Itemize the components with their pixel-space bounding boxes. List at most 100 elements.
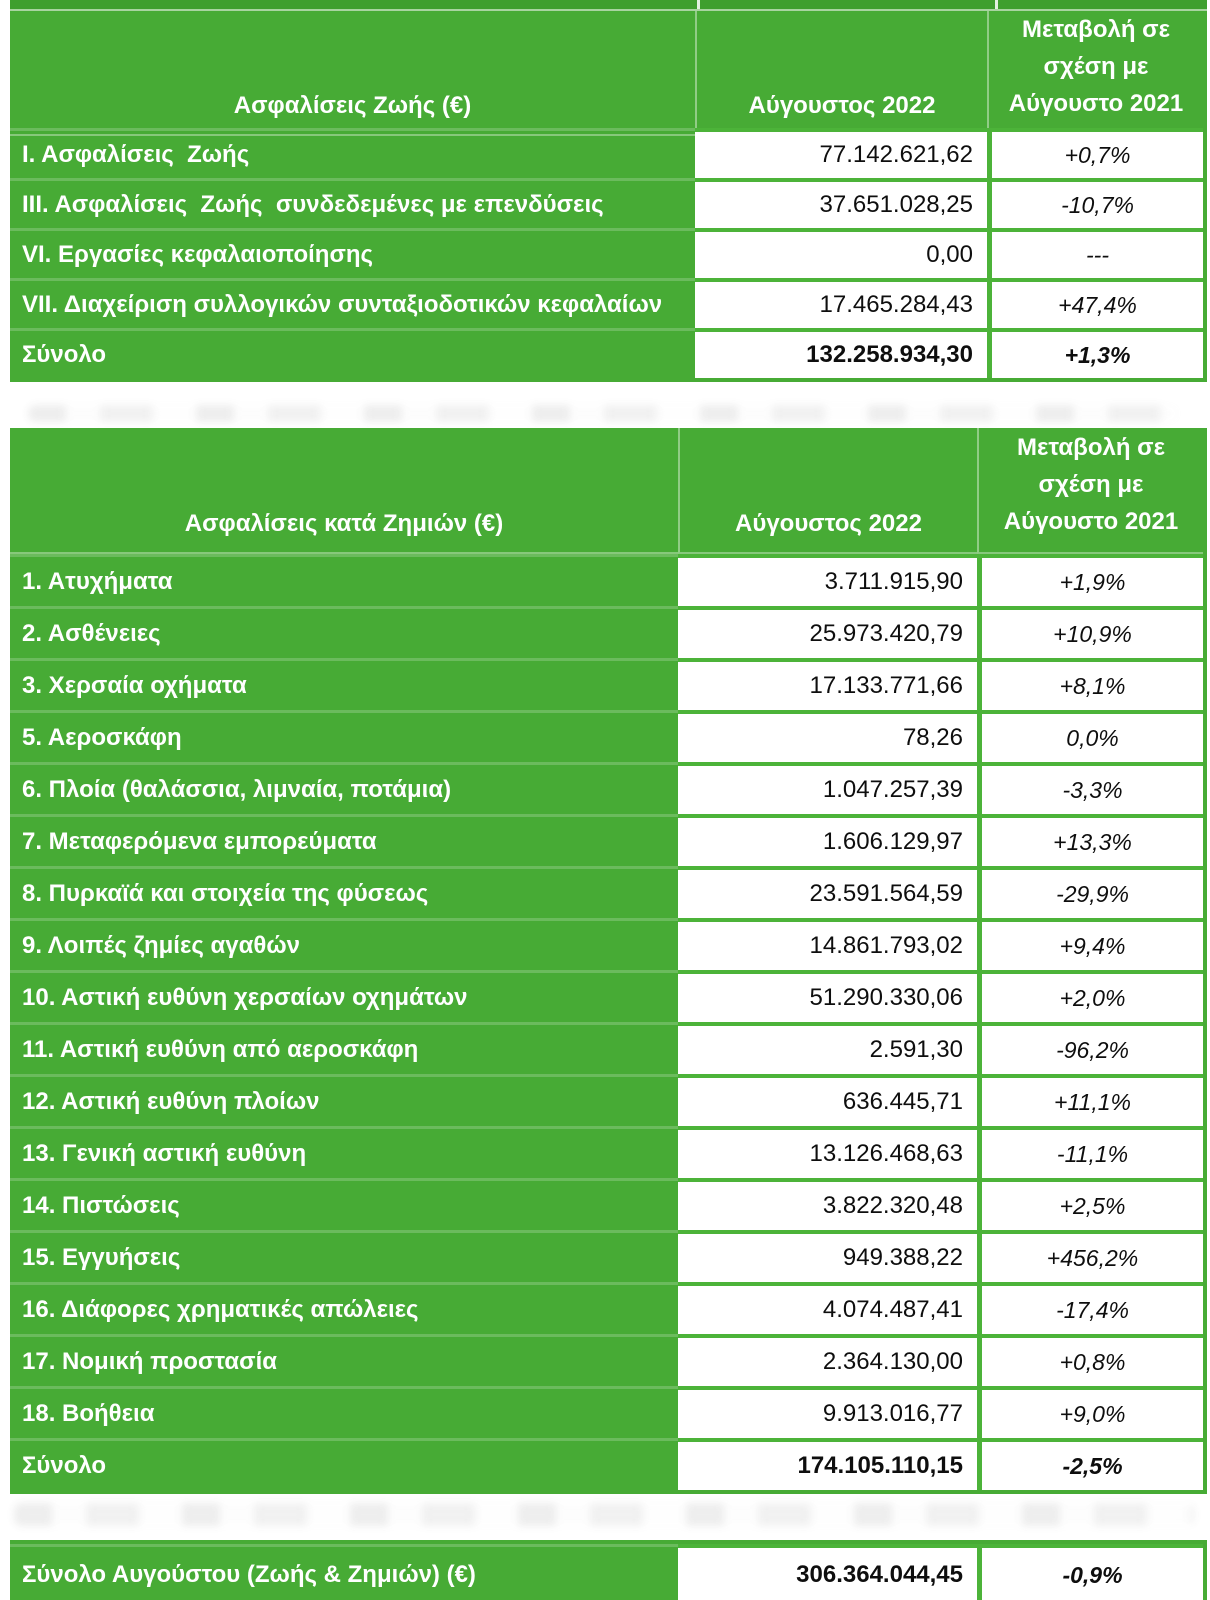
row-label: 8. Πυρκαϊά και στοιχεία της φύσεως	[10, 866, 678, 918]
row-label: 6. Πλοία (θαλάσσια, λιμναία, ποτάμια)	[10, 762, 678, 814]
row-label: 13. Γενική αστική ευθύνη	[10, 1126, 678, 1178]
cropped-row-remnant	[10, 0, 1207, 11]
row-label: 1. Ατυχήματα	[10, 554, 678, 606]
table-row: 16. Διάφορες χρηματικές απώλειες 4.074.4…	[10, 1282, 1203, 1334]
row-change: 0,0%	[977, 710, 1203, 762]
row-label: Ι. Ασφαλίσεις Ζωής	[10, 128, 695, 178]
table-row: 13. Γενική αστική ευθύνη 13.126.468,63 -…	[10, 1126, 1203, 1178]
row-value: 3.711.915,90	[678, 554, 977, 606]
row-label: Σύνολο	[10, 328, 695, 378]
row-value: 0,00	[695, 228, 987, 278]
table-row: 15. Εγγυήσεις 949.388,22 +456,2%	[10, 1230, 1203, 1282]
row-label: 12. Αστική ευθύνη πλοίων	[10, 1074, 678, 1126]
table-row: ΙΙΙ. Ασφαλίσεις Ζωής συνδεδεμένες με επε…	[10, 178, 1203, 228]
row-value: 78,26	[678, 710, 977, 762]
table-row: 1. Ατυχήματα 3.711.915,90 +1,9%	[10, 554, 1203, 606]
table-row: 17. Νομική προστασία 2.364.130,00 +0,8%	[10, 1334, 1203, 1386]
row-change: +1,9%	[977, 554, 1203, 606]
table-row: 10. Αστική ευθύνη χερσαίων οχημάτων 51.2…	[10, 970, 1203, 1022]
row-value: 174.105.110,15	[678, 1438, 977, 1490]
table-row: 12. Αστική ευθύνη πλοίων 636.445,71 +11,…	[10, 1074, 1203, 1126]
table-row: VΙ. Εργασίες κεφαλαιοποίησης 0,00 ---	[10, 228, 1203, 278]
row-value: 2.364.130,00	[678, 1334, 977, 1386]
column-divider-tick	[697, 0, 700, 9]
scan-artifact-band	[14, 1503, 1194, 1526]
row-value: 23.591.564,59	[678, 866, 977, 918]
row-change: +47,4%	[987, 278, 1203, 328]
row-change: +8,1%	[977, 658, 1203, 710]
row-change: +1,3%	[987, 328, 1203, 378]
column-header-august-2022: Αύγουστος 2022	[695, 11, 987, 136]
table-row: 3. Χερσαία οχήματα 17.133.771,66 +8,1%	[10, 658, 1203, 710]
row-change: -29,9%	[977, 866, 1203, 918]
column-header-change-vs-2021: Μεταβολή σε σχέση με Αύγουστο 2021	[987, 11, 1203, 136]
row-label: 7. Μεταφερόμενα εμπορεύματα	[10, 814, 678, 866]
column-header-category: Ασφαλίσεις κατά Ζημιών (€)	[10, 428, 678, 554]
row-label: 11. Αστική ευθύνη από αεροσκάφη	[10, 1022, 678, 1074]
row-change: +9,4%	[977, 918, 1203, 970]
column-header-category: Ασφαλίσεις Ζωής (€)	[10, 11, 695, 136]
grand-total-value: 306.364.044,45	[678, 1544, 977, 1600]
table-row: 9. Λοιπές ζημίες αγαθών 14.861.793,02 +9…	[10, 918, 1203, 970]
row-label: 10. Αστική ευθύνη χερσαίων οχημάτων	[10, 970, 678, 1022]
table-row: Ι. Ασφαλίσεις Ζωής 77.142.621,62 +0,7%	[10, 128, 1203, 178]
row-label: 9. Λοιπές ζημίες αγαθών	[10, 918, 678, 970]
row-value: 51.290.330,06	[678, 970, 977, 1022]
row-change: -3,3%	[977, 762, 1203, 814]
row-change: +0,7%	[987, 128, 1203, 178]
life-table-header-row: Ασφαλίσεις Ζωής (€) Αύγουστος 2022 Μεταβ…	[10, 11, 1203, 136]
table-row: 11. Αστική ευθύνη από αεροσκάφη 2.591,30…	[10, 1022, 1203, 1074]
table-row: 7. Μεταφερόμενα εμπορεύματα 1.606.129,97…	[10, 814, 1203, 866]
row-change: +2,5%	[977, 1178, 1203, 1230]
row-change: -2,5%	[977, 1438, 1203, 1490]
nonlife-insurance-table: Ασφαλίσεις κατά Ζημιών (€) Αύγουστος 202…	[10, 428, 1207, 1494]
row-value: 1.606.129,97	[678, 814, 977, 866]
row-value: 9.913.016,77	[678, 1386, 977, 1438]
row-change: +11,1%	[977, 1074, 1203, 1126]
table-row: 18. Βοήθεια 9.913.016,77 +9,0%	[10, 1386, 1203, 1438]
row-change: +10,9%	[977, 606, 1203, 658]
row-change: +13,3%	[977, 814, 1203, 866]
row-value: 132.258.934,30	[695, 328, 987, 378]
row-value: 17.133.771,66	[678, 658, 977, 710]
grand-total-label: Σύνολο Αυγούστου (Ζωής & Ζημιών) (€)	[10, 1544, 678, 1600]
row-change: -17,4%	[977, 1282, 1203, 1334]
grand-total-table: Σύνολο Αυγούστου (Ζωής & Ζημιών) (€) 306…	[10, 1540, 1207, 1600]
table-row: 5. Αεροσκάφη 78,26 0,0%	[10, 710, 1203, 762]
row-change: ---	[987, 228, 1203, 278]
row-label: 18. Βοήθεια	[10, 1386, 678, 1438]
row-label: 2. Ασθένειες	[10, 606, 678, 658]
row-label: 16. Διάφορες χρηματικές απώλειες	[10, 1282, 678, 1334]
row-label: Σύνολο	[10, 1438, 678, 1490]
row-change: +456,2%	[977, 1230, 1203, 1282]
table-row: 8. Πυρκαϊά και στοιχεία της φύσεως 23.59…	[10, 866, 1203, 918]
row-label: 3. Χερσαία οχήματα	[10, 658, 678, 710]
table-row: VΙΙ. Διαχείριση συλλογικών συνταξιοδοτικ…	[10, 278, 1203, 328]
row-label: 14. Πιστώσεις	[10, 1178, 678, 1230]
row-value: 77.142.621,62	[695, 128, 987, 178]
row-label: 15. Εγγυήσεις	[10, 1230, 678, 1282]
row-label: 5. Αεροσκάφη	[10, 710, 678, 762]
table-row: 6. Πλοία (θαλάσσια, λιμναία, ποτάμια) 1.…	[10, 762, 1203, 814]
nonlife-table-header-row: Ασφαλίσεις κατά Ζημιών (€) Αύγουστος 202…	[10, 428, 1203, 554]
row-value: 636.445,71	[678, 1074, 977, 1126]
row-value: 37.651.028,25	[695, 178, 987, 228]
row-label: 17. Νομική προστασία	[10, 1334, 678, 1386]
table-row: 14. Πιστώσεις 3.822.320,48 +2,5%	[10, 1178, 1203, 1230]
row-value: 17.465.284,43	[695, 278, 987, 328]
row-value: 25.973.420,79	[678, 606, 977, 658]
scan-artifact-band	[28, 405, 1178, 422]
row-value: 1.047.257,39	[678, 762, 977, 814]
grand-total-change: -0,9%	[977, 1544, 1203, 1600]
row-change: +9,0%	[977, 1386, 1203, 1438]
row-change: -11,1%	[977, 1126, 1203, 1178]
life-insurance-table: Ασφαλίσεις Ζωής (€) Αύγουστος 2022 Μεταβ…	[10, 11, 1207, 382]
row-label: ΙΙΙ. Ασφαλίσεις Ζωής συνδεδεμένες με επε…	[10, 178, 695, 228]
row-value: 949.388,22	[678, 1230, 977, 1282]
row-change: -96,2%	[977, 1022, 1203, 1074]
table-row: Σύνολο 174.105.110,15 -2,5%	[10, 1438, 1203, 1490]
table-row: 2. Ασθένειες 25.973.420,79 +10,9%	[10, 606, 1203, 658]
row-value: 13.126.468,63	[678, 1126, 977, 1178]
row-value: 4.074.487,41	[678, 1282, 977, 1334]
